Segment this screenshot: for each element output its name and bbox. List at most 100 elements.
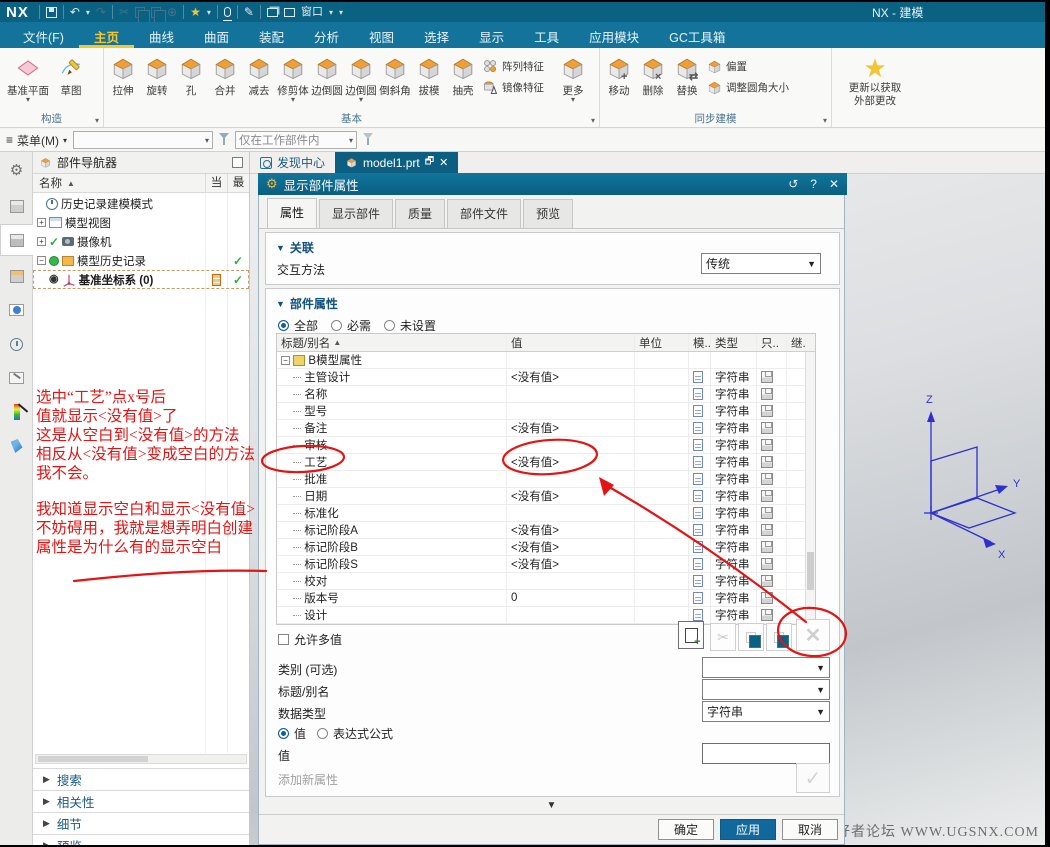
selection-scope-combo[interactable]: 仅在工作部件内 ▾ [235,131,358,149]
ribbon-tab[interactable]: GC工具箱 [669,31,726,45]
column-last[interactable]: 最 [227,174,249,192]
undock-checkbox[interactable] [232,157,243,168]
window-icon[interactable] [283,7,295,17]
command-finder-combo[interactable]: ▾ [73,131,214,149]
move-face-button[interactable]: + 移动 [602,50,636,97]
collapse-icon[interactable]: − [37,256,46,265]
part-tab-model1[interactable]: model1.prt 🗗 ✕ [335,152,459,173]
cancel-button[interactable]: 取消 [782,819,838,840]
snap-point-icon[interactable] [363,133,374,145]
selection-filter-icon[interactable] [219,133,230,145]
dialog-collapse-icon[interactable]: ▼ [546,800,557,811]
expand-icon[interactable]: + [37,218,46,227]
attribute-row[interactable]: 版本号 0 字符串 [277,590,815,607]
collapse-icon[interactable]: − [281,355,290,365]
feature-button[interactable]: 拔模 [412,50,446,103]
feature-button[interactable]: 孔 [174,50,208,103]
window-menu[interactable]: 窗口 [300,6,323,18]
assembly-navigator-icon[interactable] [0,190,33,222]
offset-region-button[interactable]: 偏置 [706,58,820,75]
constraint-navigator-icon[interactable] [0,260,33,292]
feature-button[interactable]: 修剪体 [276,50,310,103]
expand-icon[interactable]: + [37,237,46,246]
attribute-row[interactable]: 名称 字符串 [277,386,815,403]
tree-row-history-mode[interactable]: 历史记录建模模式 [33,194,249,213]
ribbon-tab[interactable]: 曲线 [148,31,174,45]
tree-row-cameras[interactable]: + ✓ 摄像机 [33,232,249,251]
dialog-tab[interactable]: 部件文件 [447,199,522,228]
feature-button[interactable]: 边倒圆 [344,50,378,103]
tree-row-datum-csys[interactable]: ◉ 基准坐标系 (0) ✓ [33,270,249,289]
attribute-row[interactable]: 标记阶段S <没有值> 字符串 [277,556,815,573]
window-menu-caret-icon[interactable]: ▾ [328,7,333,17]
group-launcher-icon[interactable]: ▾ [822,116,827,125]
attribute-row[interactable]: 标记阶段B <没有值> 字符串 [277,539,815,556]
favorites-star-icon[interactable]: ★ [190,5,201,19]
ok-button[interactable]: 确定 [658,819,714,840]
resource-bar-settings-icon[interactable]: ⚙ [9,162,24,179]
dialog-help-icon[interactable]: ? [810,177,817,191]
attribute-row[interactable]: 工艺 <没有值> 字符串 [277,454,815,471]
discovery-center-tab[interactable]: 发现中心 [250,152,335,173]
table-scrollbar[interactable] [805,352,815,624]
tree-row-model-views[interactable]: + 模型视图 [33,213,249,232]
attribute-group-row[interactable]: − B模型属性 [277,352,815,369]
feature-button[interactable]: 旋转 [140,50,174,103]
attribute-row[interactable]: 批准 字符串 [277,471,815,488]
datum-csys-graphic[interactable]: Z Y X [885,387,1025,567]
color-palette-icon[interactable] [0,396,33,428]
close-tab-icon[interactable]: ✕ [439,157,449,169]
part-navigator-icon[interactable] [0,224,33,256]
column-current[interactable]: 当 [205,174,227,192]
history-palette-icon[interactable] [0,328,33,360]
web-browser-icon[interactable] [0,294,33,326]
quick-access-customize-caret-icon[interactable]: ▾ [338,7,343,17]
radio-required[interactable] [331,320,343,331]
radio-all[interactable] [278,320,289,331]
part-attributes-header[interactable]: ▼ 部件属性 [276,297,338,311]
new-attribute-button[interactable] [678,621,704,649]
sort-ascending-icon[interactable]: ▲ [333,338,342,347]
attribute-row[interactable]: 备注 <没有值> 字符串 [277,420,815,437]
expression-radio[interactable] [317,728,329,739]
delete-face-button[interactable]: × 删除 [636,50,670,97]
sketch-button[interactable]: 草图 [54,50,88,97]
menu-button[interactable]: ≡ 菜单(M) ▾ [6,133,68,148]
interaction-method-dropdown[interactable]: 传统 ▼ [701,253,821,274]
mirror-feature-button[interactable]: 镜像特征 [482,79,554,96]
ribbon-tab[interactable]: 装配 [259,31,285,45]
section-details[interactable]: ▶ 细节 [33,812,249,834]
radio-unset[interactable] [384,320,396,331]
feature-button[interactable]: 合并 [208,50,242,103]
section-dependencies[interactable]: ▶ 相关性 [33,790,249,812]
visibility-eye-icon[interactable]: ◉ [49,273,59,285]
dialog-tab[interactable]: 显示部件 [319,199,394,228]
attribute-row[interactable]: 设计 字符串 [277,607,815,624]
attribute-row[interactable]: 主管设计 <没有值> 字符串 [277,369,815,386]
horizontal-scrollbar[interactable] [35,754,247,764]
ribbon-tab[interactable]: 显示 [479,31,505,45]
replace-face-button[interactable]: ⇄ 替换 [670,50,704,97]
save-icon[interactable] [45,6,57,18]
association-header[interactable]: ▼ 关联 [276,241,314,255]
more-button[interactable]: 更多 [556,50,590,103]
feature-button[interactable]: 抽壳 [446,50,480,103]
dialog-close-icon[interactable]: ✕ [828,177,839,191]
dialog-title-bar[interactable]: ⚙ 显示部件属性 ↺ ? ✕ [258,173,847,195]
feature-button[interactable]: 拉伸 [106,50,140,103]
attribute-row[interactable]: 标记阶段A <没有值> 字符串 [277,522,815,539]
category-dropdown[interactable]: ▼ [702,657,830,678]
attribute-row[interactable]: 校对 字符串 [277,573,815,590]
ribbon-tab[interactable]: 分析 [314,31,340,45]
pattern-feature-button[interactable]: 阵列特征 [482,58,554,75]
ribbon-tab[interactable]: 工具 [534,31,560,45]
dialog-tab[interactable]: 预览 [523,199,574,228]
attribute-row[interactable]: 审核 字符串 [277,437,815,454]
dialog-reset-icon[interactable]: ↺ [788,177,799,191]
dialog-tab[interactable]: 属性 [267,198,318,229]
sort-ascending-icon[interactable]: ▲ [67,178,75,188]
apply-button[interactable]: 应用 [720,819,776,840]
attribute-row[interactable]: 型号 字符串 [277,403,815,420]
group-launcher-icon[interactable]: ▾ [590,116,595,125]
cascade-windows-icon[interactable] [266,7,278,17]
